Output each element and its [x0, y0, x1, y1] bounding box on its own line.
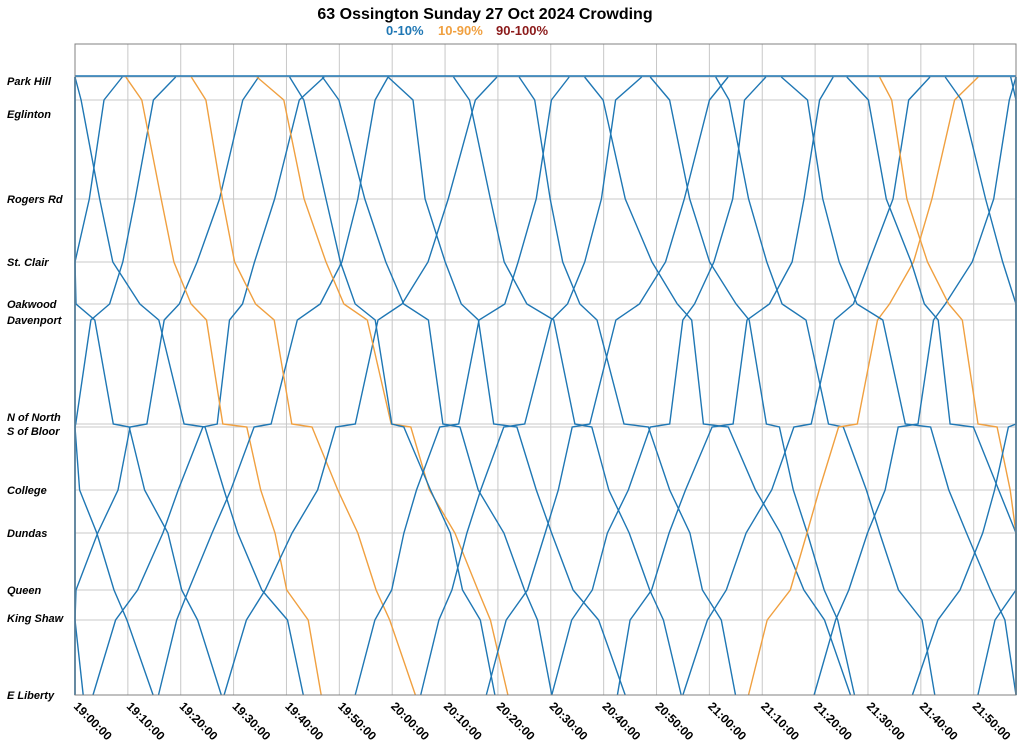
trip-line	[616, 76, 834, 696]
trip-line	[289, 76, 496, 696]
y-axis-stop-labels: Park Hill Eglinton Rogers Rd St. Clair Oakwo…	[7, 76, 65, 702]
trip-line	[74, 76, 304, 696]
stop-label: College	[7, 485, 47, 497]
trip-line	[125, 76, 322, 696]
time-tick-label: 20:10:00	[441, 699, 485, 743]
trip-line	[452, 76, 682, 696]
trip-line	[780, 76, 1017, 696]
trip-line	[813, 76, 1017, 696]
time-tick-label: 20:00:00	[388, 699, 432, 743]
trip-line	[223, 76, 498, 696]
stop-label: Rogers Rd	[7, 194, 63, 206]
time-tick-label: 19:00:00	[71, 699, 115, 743]
trip-line	[74, 76, 123, 695]
stop-label: King Shaw	[7, 613, 65, 625]
time-tick-label: 19:50:00	[335, 699, 379, 743]
time-tick-label: 19:30:00	[229, 699, 273, 743]
time-tick-label: 19:40:00	[282, 699, 326, 743]
trip-line	[74, 77, 222, 696]
trip-line	[878, 76, 1017, 695]
time-tick-label: 20:40:00	[600, 699, 644, 743]
stop-label: Eglinton	[7, 109, 51, 121]
time-tick-label: 20:30:00	[547, 699, 591, 743]
legend-entry: 90-100%	[496, 23, 548, 38]
trip-line	[485, 76, 729, 696]
time-tick-label: 19:10:00	[124, 699, 168, 743]
trip-line	[747, 76, 979, 696]
stop-label: E Liberty	[7, 690, 55, 702]
chart-title: 63 Ossington Sunday 27 Oct 2024 Crowding	[317, 6, 652, 23]
stop-label: Park Hill	[7, 76, 52, 88]
stop-label: Oakwood	[7, 299, 57, 311]
time-tick-label: 21:10:00	[758, 699, 802, 743]
time-tick-label: 21:40:00	[917, 699, 961, 743]
trip-line	[354, 76, 570, 696]
x-axis-time-labels: 19:00:00 19:10:00 19:20:00 19:30:00 19:40:00…	[71, 699, 1014, 743]
trip-line	[846, 76, 1017, 695]
trip-line	[584, 76, 852, 696]
trip-line	[715, 76, 936, 696]
trip-line	[321, 76, 553, 696]
trip-line	[551, 76, 767, 696]
time-tick-label: 20:50:00	[652, 699, 696, 743]
trip-line	[157, 76, 389, 696]
trip-line	[649, 76, 856, 696]
trip-line	[518, 76, 737, 696]
trip-line	[420, 76, 643, 696]
stop-label: Dundas	[7, 528, 47, 540]
time-tick-label: 21:20:00	[811, 699, 855, 743]
trip-line	[74, 76, 177, 695]
stop-label: Davenport	[7, 315, 63, 327]
time-tick-label: 21:50:00	[970, 699, 1014, 743]
stop-label: Queen	[7, 585, 42, 597]
legend-entry: 10-90%	[438, 23, 483, 38]
time-tick-label: 20:20:00	[494, 699, 538, 743]
trip-line	[944, 76, 1017, 695]
trip-line	[74, 77, 154, 696]
time-tick-label: 21:00:00	[705, 699, 749, 743]
time-tick-label: 21:30:00	[864, 699, 908, 743]
legend-entry: 0-10%	[386, 23, 424, 38]
trip-line	[74, 76, 260, 695]
stop-label: N of North	[7, 412, 61, 424]
trip-line	[387, 76, 626, 696]
trip-line	[190, 76, 417, 696]
trip-line	[92, 76, 325, 696]
plot-border	[74, 43, 1017, 696]
legend: 0-10% 10-90% 90-100%	[386, 23, 548, 38]
trip-line	[682, 76, 931, 696]
vehicle-trips	[74, 75, 1017, 696]
trip-line	[911, 77, 1017, 696]
stop-label: St. Clair	[7, 257, 49, 269]
stop-label: S of Bloor	[7, 426, 60, 438]
time-tick-label: 19:20:00	[177, 699, 221, 743]
trip-line	[1010, 76, 1017, 695]
